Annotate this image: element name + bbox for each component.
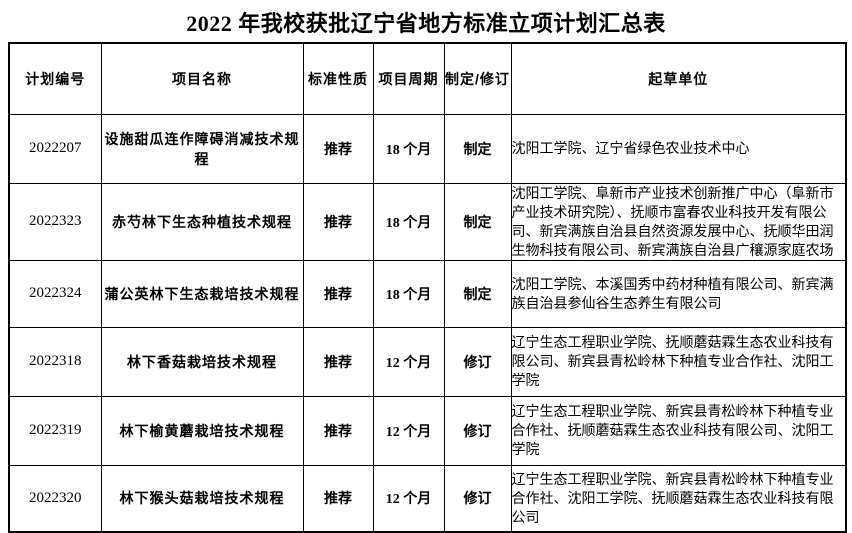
page-title: 2022 年我校获批辽宁省地方标准立项计划汇总表 [186, 11, 666, 36]
cell-plan-no: 2022207 [8, 113, 102, 184]
table-row: 2022207 设施甜瓜连作障碍消减技术规程 推荐 18 个月 制定 沈阳工学院… [8, 113, 847, 184]
cell-type: 修订 [443, 395, 512, 466]
table-row: 2022323 赤芍林下生态种植技术规程 推荐 18 个月 制定 沈阳工学院、阜… [8, 182, 847, 261]
cell-plan-no: 2022323 [8, 182, 102, 261]
cell-nature: 推荐 [302, 113, 374, 184]
cell-period: 18 个月 [372, 259, 445, 328]
cell-type: 修订 [443, 326, 512, 397]
cell-period: 18 个月 [372, 182, 445, 261]
cell-drafting-units: 辽宁生态工程职业学院、抚顺蘑菇霖生态农业科技有限公司、新宾县青松岭林下种植专业合… [510, 326, 847, 397]
table-row: 2022324 蒲公英林下生态栽培技术规程 推荐 18 个月 制定 沈阳工学院、… [8, 259, 847, 328]
cell-nature: 推荐 [302, 182, 374, 261]
cell-drafting-units: 辽宁生态工程职业学院、新宾县青松岭林下种植专业合作社、沈阳工学院、抚顺蘑菇霖生态… [510, 464, 847, 533]
cell-period: 18 个月 [372, 113, 445, 184]
header-period: 项目周期 [372, 42, 445, 115]
header-nature: 标准性质 [302, 42, 374, 115]
standards-summary-table: 计划编号 项目名称 标准性质 项目周期 制定/修订 起草单位 2022207 设… [8, 42, 847, 533]
cell-drafting-units: 沈阳工学院、辽宁省绿色农业技术中心 [510, 113, 847, 184]
cell-project-name: 林下香菇栽培技术规程 [100, 326, 304, 397]
cell-type: 制定 [443, 259, 512, 328]
cell-nature: 推荐 [302, 326, 374, 397]
cell-drafting-units: 沈阳工学院、阜新市产业技术创新推广中心（阜新市产业技术研究院）、抚顺市富春农业科… [510, 182, 847, 261]
cell-plan-no: 2022320 [8, 464, 102, 533]
cell-period: 12 个月 [372, 464, 445, 533]
cell-nature: 推荐 [302, 464, 374, 533]
cell-type: 修订 [443, 464, 512, 533]
cell-type: 制定 [443, 113, 512, 184]
header-project-name: 项目名称 [100, 42, 304, 115]
header-type: 制定/修订 [443, 42, 512, 115]
cell-project-name: 林下榆黄蘑栽培技术规程 [100, 395, 304, 466]
cell-period: 12 个月 [372, 326, 445, 397]
cell-project-name: 蒲公英林下生态栽培技术规程 [100, 259, 304, 328]
table-row: 2022320 林下猴头菇栽培技术规程 推荐 12 个月 修订 辽宁生态工程职业… [8, 464, 847, 533]
cell-project-name: 赤芍林下生态种植技术规程 [100, 182, 304, 261]
table-row: 2022319 林下榆黄蘑栽培技术规程 推荐 12 个月 修订 辽宁生态工程职业… [8, 395, 847, 466]
cell-type: 制定 [443, 182, 512, 261]
cell-nature: 推荐 [302, 395, 374, 466]
cell-drafting-units: 辽宁生态工程职业学院、新宾县青松岭林下种植专业合作社、抚顺蘑菇霖生态农业科技有限… [510, 395, 847, 466]
cell-plan-no: 2022324 [8, 259, 102, 328]
cell-project-name: 林下猴头菇栽培技术规程 [100, 464, 304, 533]
cell-nature: 推荐 [302, 259, 374, 328]
table-header-row: 计划编号 项目名称 标准性质 项目周期 制定/修订 起草单位 [8, 42, 847, 115]
header-drafting-units: 起草单位 [510, 42, 847, 115]
cell-drafting-units: 沈阳工学院、本溪国秀中药材种植有限公司、新宾满族自治县参仙谷生态养生有限公司 [510, 259, 847, 328]
cell-project-name: 设施甜瓜连作障碍消减技术规程 [100, 113, 304, 184]
header-plan-no: 计划编号 [8, 42, 102, 115]
cell-plan-no: 2022318 [8, 326, 102, 397]
cell-plan-no: 2022319 [8, 395, 102, 466]
table-row: 2022318 林下香菇栽培技术规程 推荐 12 个月 修订 辽宁生态工程职业学… [8, 326, 847, 397]
cell-period: 12 个月 [372, 395, 445, 466]
